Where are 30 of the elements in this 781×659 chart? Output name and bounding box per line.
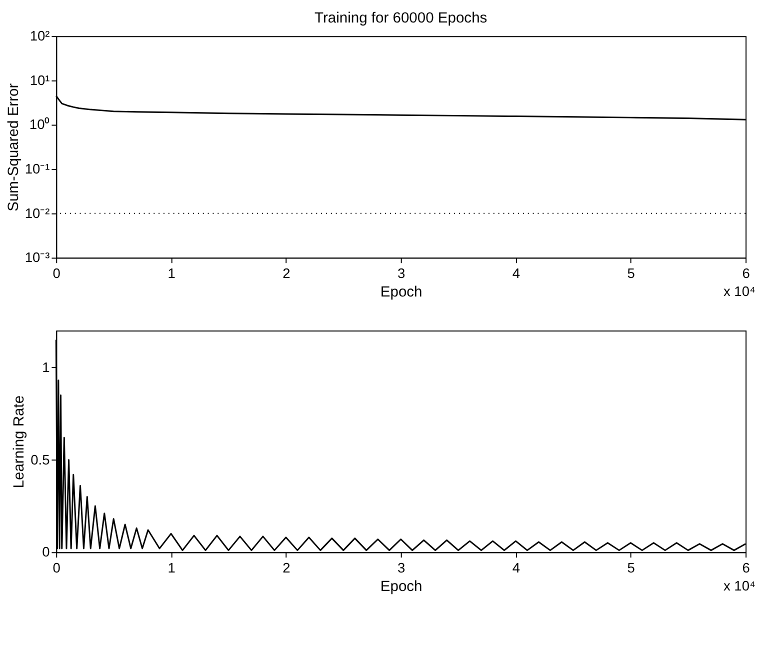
x-axis-title: Epoch [380, 284, 422, 301]
x-tick-label: 1 [168, 560, 176, 576]
y-tick-label: 10¹ [30, 72, 50, 88]
x-tick-label: 6 [742, 266, 750, 281]
x-tick-label: 6 [742, 560, 750, 576]
y-tick-label: 10⁻¹ [24, 161, 50, 176]
x-tick-label: 4 [512, 560, 520, 576]
y-tick-label: 10² [30, 28, 50, 44]
x-tick-label: 5 [627, 560, 636, 576]
x-tick-label: 0 [52, 266, 61, 281]
x-axis-title: Epoch [380, 579, 422, 596]
x-tick-label: 1 [168, 266, 176, 281]
x-tick-label: 3 [398, 266, 406, 281]
y-axis-title: Sum-Squared Error [6, 83, 22, 212]
x-tick-label: 2 [282, 266, 290, 281]
y-tick-label: 1 [42, 360, 50, 375]
x-tick-label: 3 [398, 560, 406, 576]
chart-title: Training for 60000 Epochs [314, 10, 488, 26]
y-tick-label: 0 [42, 544, 50, 560]
x-tick-label: 5 [627, 266, 636, 281]
text: x 10⁴ [723, 578, 756, 594]
x-tick-label: 4 [512, 266, 520, 281]
text: x 10⁴ [723, 284, 756, 300]
y-axis-title: Learning Rate [12, 395, 28, 488]
x-tick-label: 2 [282, 560, 290, 576]
x-tick-label: 0 [52, 560, 61, 576]
y-tick-label: 0.5 [30, 452, 50, 468]
y-tick-label: 10⁻³ [24, 250, 50, 266]
y-tick-label: 10⁻² [24, 206, 50, 221]
y-tick-label: 10⁰ [29, 117, 50, 132]
